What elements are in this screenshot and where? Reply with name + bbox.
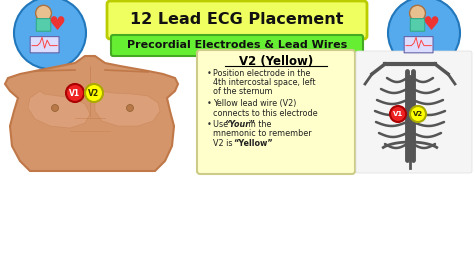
Text: •: • [207,120,212,129]
Circle shape [388,0,460,69]
FancyBboxPatch shape [197,50,355,174]
Circle shape [85,84,103,102]
FancyBboxPatch shape [30,37,59,53]
Circle shape [14,0,86,69]
Polygon shape [28,91,90,128]
Text: Use: Use [213,120,231,129]
Text: V1: V1 [393,111,403,117]
Text: connects to this electrode: connects to this electrode [213,109,318,118]
Text: ♥: ♥ [49,15,66,34]
Text: ♥: ♥ [423,15,440,34]
Polygon shape [95,91,160,126]
Text: “Your”: “Your” [224,120,255,129]
FancyBboxPatch shape [410,19,425,31]
Text: V2 is: V2 is [213,139,235,148]
Text: V2: V2 [413,111,423,117]
FancyBboxPatch shape [111,35,363,56]
Text: 4th intercostal space, left: 4th intercostal space, left [213,78,316,87]
Circle shape [410,106,426,122]
Text: V2 (Yellow): V2 (Yellow) [239,55,313,68]
Text: •: • [207,69,212,77]
Text: “Yellow”: “Yellow” [233,139,273,148]
FancyBboxPatch shape [356,51,472,173]
Circle shape [52,105,58,111]
Circle shape [66,84,84,102]
Text: Yellow lead wire (V2): Yellow lead wire (V2) [213,99,296,108]
FancyBboxPatch shape [107,1,367,39]
FancyBboxPatch shape [404,37,433,53]
Text: •: • [207,99,212,108]
Text: of the sternum: of the sternum [213,88,273,97]
Text: Precordial Electrodes & Lead Wires: Precordial Electrodes & Lead Wires [127,40,347,51]
Text: 12 Lead ECG Placement: 12 Lead ECG Placement [130,13,344,27]
Text: in the: in the [246,120,272,129]
Circle shape [390,106,406,122]
Text: V1: V1 [69,89,81,98]
Text: mnemonic to remember: mnemonic to remember [213,130,311,139]
Circle shape [410,5,426,21]
Text: V2: V2 [89,89,100,98]
Polygon shape [5,56,178,171]
Circle shape [127,105,134,111]
FancyBboxPatch shape [36,19,51,31]
Text: Position electrode in the: Position electrode in the [213,69,310,77]
Circle shape [36,5,52,21]
